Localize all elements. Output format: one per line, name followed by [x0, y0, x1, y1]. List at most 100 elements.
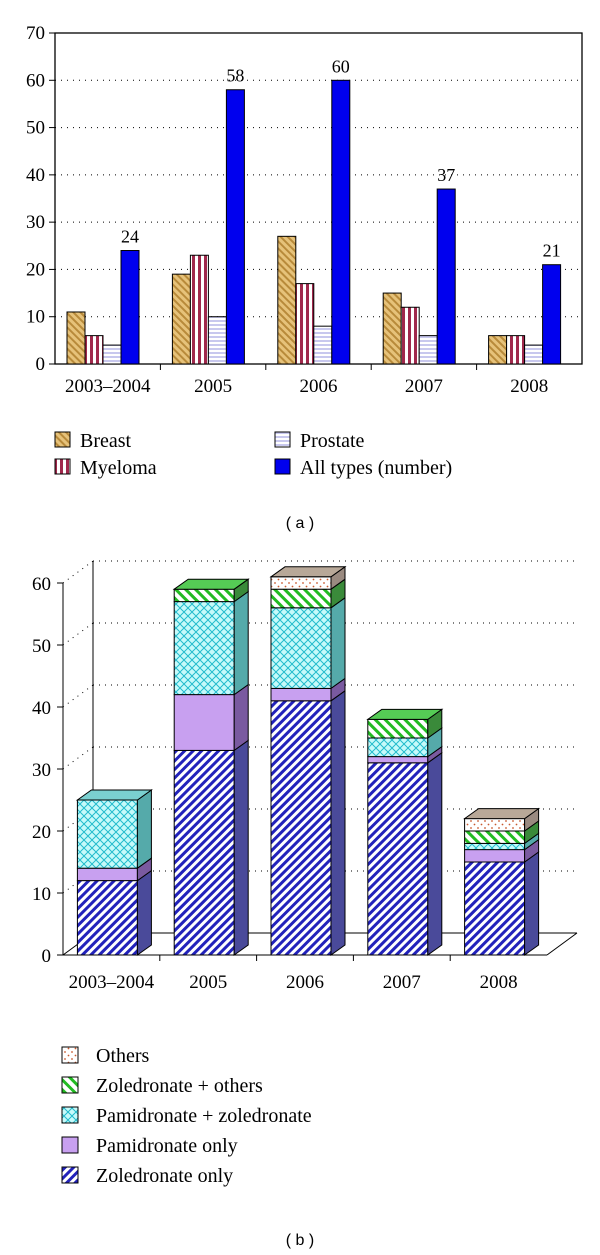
y-tick-label: 70	[26, 23, 45, 44]
bar-top	[269, 566, 347, 578]
x-tick-label: 2008	[480, 972, 518, 993]
bar-breast	[488, 335, 508, 365]
bar-top	[366, 708, 444, 720]
y-tick-label: 20	[26, 259, 45, 280]
legend-swatch-zoledronate-only	[61, 1166, 79, 1184]
bar-prostate	[418, 335, 438, 365]
legend-swatch-myeloma	[54, 458, 71, 475]
legend-swatch-pamidronate-only	[61, 1136, 79, 1154]
bar-pamidronate-only	[76, 867, 138, 882]
panel-label-b: ( b )	[286, 1232, 314, 1249]
bar-side-pamidronate-zoledronate	[136, 789, 152, 870]
gridline-side	[62, 746, 94, 770]
bar-top	[75, 789, 153, 801]
bar-side-pamidronate-only	[233, 683, 249, 752]
x-tick-label: 2006	[286, 972, 324, 993]
gridline-side	[62, 622, 94, 646]
legend-label-pamidronate-only: Pamidronate only	[96, 1135, 238, 1157]
bar-zoledronate-only	[270, 700, 332, 956]
legend-swatch-others	[61, 1046, 79, 1064]
bar-breast	[171, 273, 191, 365]
bar-side-pamidronate-zoledronate	[233, 590, 249, 696]
y-tick-label: 30	[32, 760, 51, 781]
bar-pamidronate-only	[270, 687, 332, 702]
y-tick-label: 0	[36, 354, 46, 375]
bar-pamidronate-zoledronate	[464, 842, 526, 851]
y-tick-label: 10	[26, 307, 45, 328]
bar-others	[270, 576, 332, 590]
x-tick-label: 2005	[194, 376, 232, 397]
legend-label-pamidronate-zoledronate: Pamidronate + zoledronate	[96, 1105, 312, 1127]
bar-side-zoledronate-only	[233, 739, 249, 956]
bar-pamidronate-zoledronate	[173, 601, 235, 696]
y-tick-label: 60	[32, 574, 51, 595]
bar-side-zoledronate-only	[524, 851, 540, 956]
bar-zoledronate-others	[270, 588, 332, 609]
legend-label-myeloma: Myeloma	[80, 457, 157, 479]
panel-label-a: ( a )	[286, 515, 314, 532]
y-tick-label: 30	[26, 212, 45, 233]
bar-zoledronate-only	[76, 880, 138, 956]
bar-all-types-number	[225, 89, 245, 365]
bar-prostate	[524, 344, 544, 365]
bar-all-types-number	[331, 79, 351, 365]
x-tick-label: 2003–2004	[69, 972, 155, 993]
legend-label-others: Others	[96, 1045, 150, 1067]
legend-swatch-breast	[54, 431, 71, 448]
y-tick-label: 50	[26, 118, 45, 139]
bar-top	[172, 578, 250, 590]
legend-b: Others Zoledronate + others Pamidronate + …	[61, 1045, 312, 1187]
x-tick-label: 2007	[405, 376, 443, 397]
bar-zoledronate-only	[464, 861, 526, 956]
bar-breast	[382, 292, 402, 365]
bar-pamidronate-only	[367, 756, 429, 764]
y-tick-label: 60	[26, 70, 45, 91]
bar-all-types-number	[542, 264, 562, 365]
bar-all-types-number	[436, 188, 456, 365]
floor-side-edge	[546, 932, 578, 956]
bar-prostate	[207, 316, 227, 365]
bar-zoledronate-only	[173, 749, 235, 956]
y-tick-label: 10	[32, 884, 51, 905]
bar-pamidronate-only	[464, 849, 526, 863]
y-tick-label: 50	[32, 636, 51, 657]
x-tick-label: 2008	[510, 376, 548, 397]
x-tick-label: 2006	[300, 376, 338, 397]
bar-side-zoledronate-only	[330, 689, 346, 956]
data-label: 24	[121, 227, 139, 247]
chart-a: 0 10 20 30 40 50 60 70 24 2003–2004 58 2005 60 2006 37…	[26, 23, 583, 397]
bar-myeloma	[189, 254, 209, 365]
bar-myeloma	[295, 283, 315, 365]
x-tick-label: 2007	[383, 972, 421, 993]
legend-label-zoledronate-only: Zoledronate only	[96, 1165, 233, 1187]
data-label: 21	[543, 241, 561, 261]
bar-side-zoledronate-only	[136, 869, 152, 956]
y-tick-label: 0	[42, 946, 52, 967]
bar-zoledronate-others	[367, 718, 429, 739]
bar-prostate	[102, 344, 122, 365]
legend-a: Breast Myeloma Prostate All types (number)	[54, 430, 452, 479]
legend-label-all-types-number: All types (number)	[300, 457, 452, 479]
y-tick-label: 40	[26, 165, 45, 186]
legend-label-breast: Breast	[80, 430, 132, 452]
bar-others	[464, 818, 526, 832]
bar-all-types-number	[120, 250, 140, 365]
legend-swatch-prostate	[274, 431, 291, 448]
legend-label-prostate: Prostate	[300, 430, 365, 452]
data-label: 58	[226, 66, 244, 86]
y-tick-label: 40	[32, 698, 51, 719]
bar-side-pamidronate-zoledronate	[330, 596, 346, 690]
data-label: 60	[332, 56, 350, 76]
bar-pamidronate-only	[173, 694, 235, 751]
legend-label-zoledronate-others: Zoledronate + others	[96, 1075, 263, 1097]
bar-zoledronate-others	[464, 830, 526, 844]
bar-pamidronate-zoledronate	[270, 607, 332, 689]
bar-zoledronate-others	[173, 588, 235, 603]
gridline-side	[62, 560, 94, 584]
gridline-side	[62, 684, 94, 708]
bar-top	[463, 808, 541, 820]
bar-zoledronate-only	[367, 762, 429, 956]
bar-pamidronate-zoledronate	[367, 737, 429, 758]
bar-myeloma	[506, 335, 526, 365]
